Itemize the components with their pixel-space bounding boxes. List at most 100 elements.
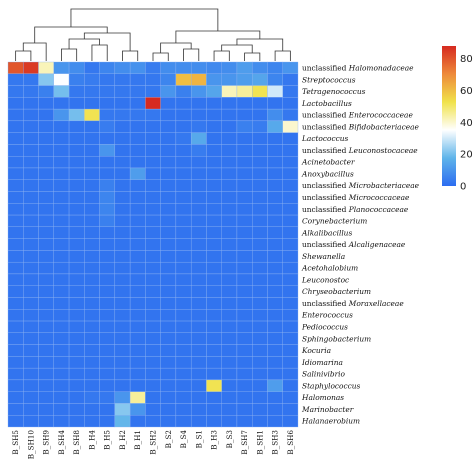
heatmap-cell [145,179,161,192]
heatmap-cell [53,344,70,357]
heatmap-cell [236,379,253,392]
heatmap-cell [38,226,54,239]
heatmap-cell [68,320,85,333]
heatmap-cell [282,167,299,180]
heatmap-cell [282,285,299,298]
column-label: B_SH6 [286,430,295,455]
row-label: Alkalibacillus [301,228,352,237]
heatmap-cell [129,61,146,74]
heatmap-cell [38,297,54,310]
heatmap-cell [236,238,253,251]
heatmap-cell [252,156,268,169]
heatmap-cell [145,320,161,333]
heatmap-cell [53,379,70,392]
row-label: Staphylococcus [302,381,361,390]
heatmap-cell [68,403,85,416]
heatmap-cell [145,273,161,286]
heatmap-cell [145,285,161,298]
heatmap-cell [53,203,70,216]
heatmap-cell [38,191,54,204]
heatmap-cell [129,403,146,416]
heatmap-cell [206,203,222,216]
heatmap-cell [160,250,177,263]
heatmap-cell [129,214,146,228]
heatmap-cell [68,332,85,345]
heatmap-cell [282,191,299,204]
heatmap-cell [99,85,116,98]
row-label-taxon: Leuconostocaceae [348,146,419,155]
heatmap-cell [267,132,283,145]
heatmap-cell [221,356,238,369]
heatmap-cell [84,73,100,86]
row-label-taxon: Enterococcus [301,311,353,320]
row-label-taxon: Bifidobacteriaceae [348,122,420,131]
heatmap-cell [38,61,54,74]
heatmap-cell [160,332,177,345]
heatmap-cell [7,367,24,381]
heatmap-cell [23,108,39,122]
heatmap-cell [99,97,116,110]
row-label-taxon: Pediococcus [301,323,348,332]
row-label: Acetohalobium [301,264,358,273]
heatmap-cell [190,203,207,216]
heatmap-cell [23,273,39,286]
heatmap-cell [282,203,299,216]
heatmap-cell [23,144,39,157]
heatmap-cell [145,61,161,74]
heatmap-cell [7,132,24,145]
heatmap-cell [160,297,177,310]
heatmap-cell [236,97,253,110]
heatmap-cell [84,403,100,416]
heatmap-cell [282,61,299,74]
heatmap-cell [114,320,131,333]
heatmap-cell [23,167,39,180]
heatmap-cell [84,332,100,345]
heatmap-cell [38,379,54,392]
heatmap-cell [38,309,54,322]
heatmap-cell [7,261,24,275]
heatmap-cell [206,391,222,404]
heatmap-cell [190,144,207,157]
heatmap-cell [190,61,207,74]
heatmap-cell [206,226,222,239]
heatmap-cell [190,391,207,404]
row-label: Lactobacillus [301,99,352,108]
row-label: Marinobacter [301,405,354,414]
column-label: B_S4 [179,430,188,449]
heatmap-cell [282,403,299,416]
heatmap-cell [252,391,268,404]
column-label: B_H4 [87,430,96,450]
heatmap-cell [129,367,146,381]
heatmap-cell [175,356,192,369]
heatmap-cell [145,226,161,239]
heatmap-cell [236,320,253,333]
row-label: unclassified Leuconostocaceae [302,146,418,155]
heatmap-cell [221,108,238,122]
heatmap-cell [175,415,192,428]
heatmap-cell [175,214,192,228]
heatmap-cell [221,144,238,157]
column-label: B_S3 [225,430,234,449]
heatmap-cell [129,226,146,239]
heatmap-cell [99,191,116,204]
heatmap-cell [99,403,116,416]
heatmap-cell [7,179,24,192]
heatmap-cell [175,285,192,298]
row-label: Halanaerobium [301,417,360,426]
heatmap-cell [267,61,283,74]
heatmap-cell [282,332,299,345]
heatmap-cell [114,367,131,381]
heatmap-cell [175,179,192,192]
heatmap-cell [7,191,24,204]
heatmap-cell [206,379,222,392]
heatmap-cell [53,214,70,228]
heatmap-cell [267,356,283,369]
heatmap-cell [282,261,299,275]
heatmap-cell [129,273,146,286]
row-label: Salinivibrio [302,370,345,379]
heatmap-cell [282,273,299,286]
heatmap-cell [282,120,299,133]
heatmap-cell [252,108,268,122]
column-label: B_H3 [210,430,219,450]
heatmap-cell [38,344,54,357]
